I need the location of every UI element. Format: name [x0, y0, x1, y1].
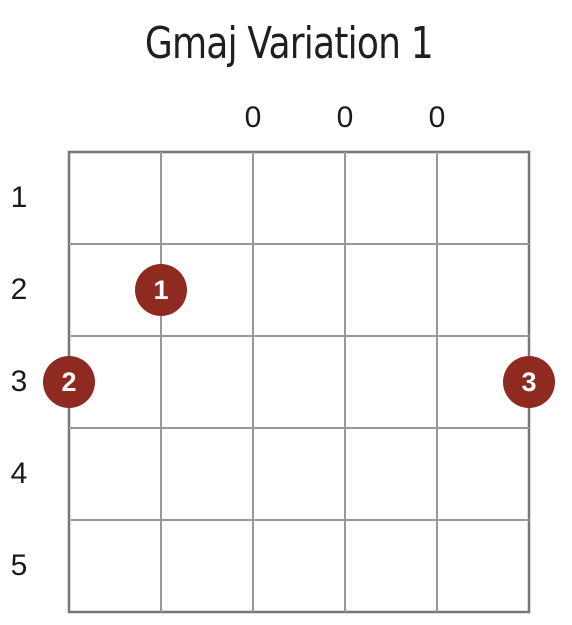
- finger-number: 2: [61, 367, 77, 397]
- fret-number-label: 5: [10, 549, 28, 582]
- fret-number-label: 4: [10, 457, 28, 490]
- fret-number-label: 1: [10, 181, 28, 214]
- open-string-marker: 0: [428, 101, 446, 134]
- finger-dot: [503, 356, 555, 408]
- fretboard-frame: [67, 150, 531, 614]
- fret-number-label: 3: [10, 365, 28, 398]
- chord-title: Gmaj Variation 1: [144, 18, 434, 69]
- finger-number: 3: [521, 367, 537, 397]
- finger-dot: [43, 356, 95, 408]
- finger-dot: [135, 264, 187, 316]
- open-string-marker: 0: [244, 101, 262, 134]
- fret-number-label: 2: [10, 273, 28, 306]
- open-string-marker: 0: [336, 101, 354, 134]
- finger-number: 1: [153, 275, 169, 305]
